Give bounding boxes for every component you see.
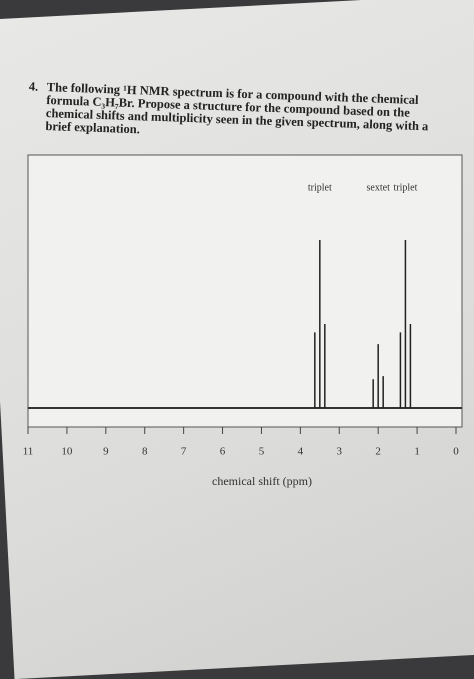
x-tick-label: 0 (453, 446, 459, 458)
peak-label: triplet (393, 182, 417, 193)
peak-label: sextet (367, 182, 391, 193)
x-tick-label: 9 (103, 446, 109, 458)
x-axis-label: chemical shift (ppm) (212, 474, 312, 488)
x-tick-label: 5 (259, 446, 265, 458)
x-tick-label: 6 (220, 446, 226, 458)
x-tick-label: 8 (142, 446, 148, 458)
plot-frame (27, 154, 463, 428)
x-tick-label: 7 (181, 446, 187, 458)
peak (372, 344, 384, 408)
spectrum: chemical shift (ppm) 11 10 9 8 7 6 5 4 3 2 1 0tripl… (23, 154, 463, 488)
x-tick-label: 3 (337, 446, 343, 458)
peak (314, 240, 326, 408)
x-tick-label: 1 (414, 446, 420, 458)
x-tick-label: 10 (61, 446, 73, 458)
peak (399, 240, 412, 408)
x-tick-label: 2 (375, 446, 381, 458)
x-tick-label: 11 (23, 446, 34, 458)
x-tick-label: 4 (298, 446, 304, 458)
peak-label: triplet (308, 182, 332, 193)
